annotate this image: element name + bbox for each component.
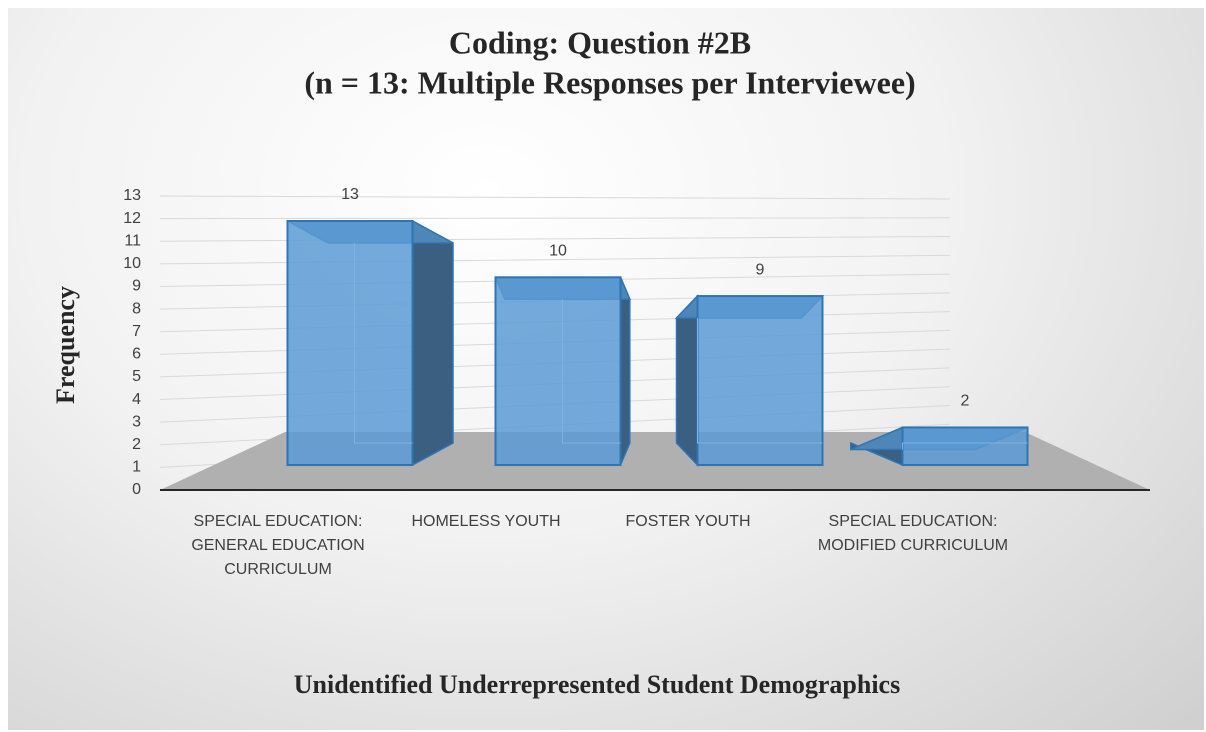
y-tick-label: 13 [123, 187, 141, 204]
y-tick-label: 9 [132, 278, 141, 295]
bar-side [675, 294, 699, 467]
bar-side [411, 219, 454, 467]
y-tick-label: 3 [132, 413, 141, 430]
chart-title: Coding: Question #2B [449, 24, 751, 60]
bar [286, 220, 414, 466]
x-tick-label: HOMELESS YOUTH [411, 513, 561, 530]
bar-inner-edge [562, 299, 621, 444]
bar-inner-edge [354, 243, 413, 444]
x-axis-label: Unidentified Underrepresented Student De… [294, 670, 900, 699]
y-axis-label: Frequency [51, 286, 80, 404]
x-tick-label: SPECIAL EDUCATION: GENERAL EDUCATION CUR… [191, 513, 365, 578]
y-tick-label: 5 [132, 368, 141, 385]
y-tick-label: 4 [132, 391, 141, 408]
bar-group [286, 219, 454, 467]
y-tick-label: 7 [132, 323, 141, 340]
bar-group [494, 276, 631, 466]
data-label: 2 [961, 393, 970, 410]
data-label: 9 [756, 261, 765, 278]
bar [494, 276, 622, 466]
y-tick-label: 8 [132, 300, 141, 317]
bar-side [619, 277, 631, 466]
grid-line [159, 236, 951, 242]
grid-line [159, 195, 951, 200]
data-label: 13 [341, 186, 359, 203]
bar-inner-edge [697, 318, 823, 444]
chart-subtitle: (n = 13: Multiple Responses per Intervie… [304, 64, 915, 100]
bar [901, 426, 1029, 467]
bar [696, 295, 824, 467]
y-tick-label: 1 [132, 459, 141, 476]
bar-group [850, 426, 1029, 467]
y-tick-label: 6 [132, 346, 141, 363]
bar-group [674, 294, 825, 467]
grid-line [159, 217, 951, 220]
x-tick-label: SPECIAL EDUCATION: MODIFIED CURRICULUM [817, 513, 1009, 554]
y-tick-label: 10 [123, 255, 141, 272]
y-tick-label: 11 [124, 232, 141, 249]
x-tick-label: FOSTER YOUTH [625, 513, 751, 530]
data-label: 10 [549, 243, 567, 260]
bar-inner-edge [902, 442, 1028, 450]
y-tick-label: 12 [123, 210, 141, 227]
y-tick-label: 0 [132, 481, 141, 498]
y-tick-label: 2 [132, 436, 141, 453]
